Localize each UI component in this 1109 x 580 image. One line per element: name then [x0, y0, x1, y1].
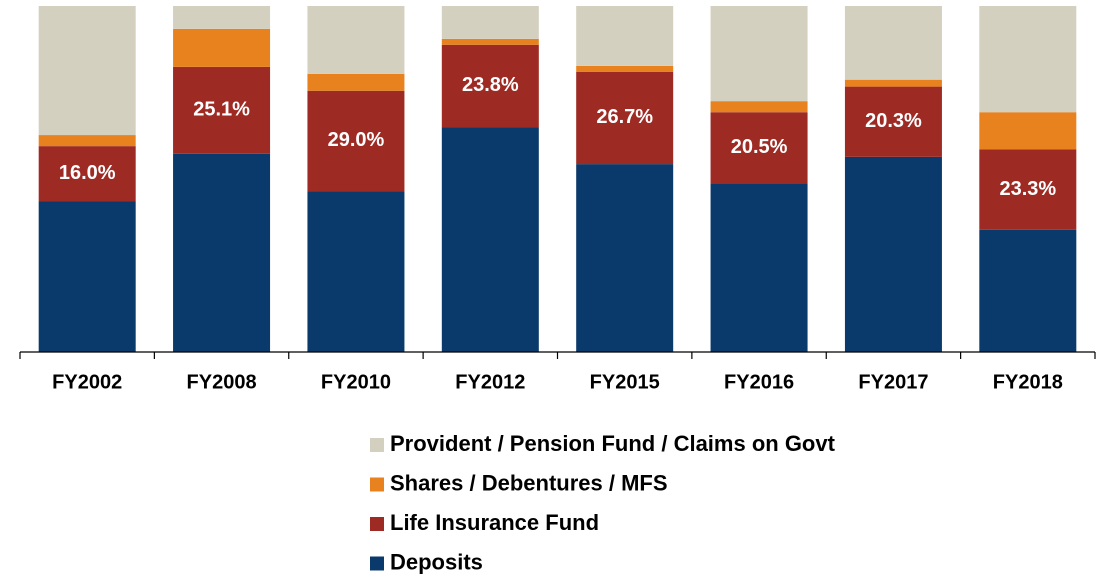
x-tick-label: FY2002 — [52, 371, 122, 393]
data-label: 20.3% — [865, 110, 922, 132]
data-label: 23.8% — [462, 74, 519, 96]
bar-segment — [710, 183, 808, 352]
bar-segment — [576, 65, 674, 72]
bar-segment — [441, 38, 539, 45]
legend-swatch — [370, 556, 384, 571]
bar-segment — [307, 73, 405, 91]
bar-segment — [441, 127, 539, 352]
bar-segment — [576, 164, 674, 352]
legend-label: Provident / Pension Fund / Claims on Gov… — [390, 431, 836, 456]
legend-label: Shares / Debentures / MFS — [390, 470, 668, 495]
x-tick-label: FY2012 — [455, 371, 525, 393]
x-tick-label: FY2017 — [858, 371, 928, 393]
data-label: 25.1% — [193, 99, 250, 121]
bar-segment — [38, 201, 136, 352]
data-label: 20.5% — [731, 136, 788, 158]
bar-segment — [710, 101, 808, 113]
bar-segment — [844, 156, 942, 352]
bar-segment — [38, 6, 136, 136]
bar-segment — [307, 90, 405, 192]
legend-swatch — [370, 517, 384, 531]
bar-segment — [173, 28, 271, 67]
data-label: 23.3% — [999, 178, 1056, 200]
bar-segment — [979, 112, 1077, 150]
legend-swatch — [370, 477, 384, 492]
bar-segment — [38, 135, 136, 147]
data-label: 16.0% — [59, 162, 116, 184]
bar-segment — [979, 6, 1077, 113]
bar-segment — [844, 6, 942, 80]
bar-segment — [576, 71, 674, 165]
data-label: 29.0% — [328, 129, 385, 151]
bar-segment — [441, 6, 539, 39]
bar-segment — [307, 191, 405, 352]
x-tick-label: FY2008 — [187, 371, 257, 393]
bar-segment — [307, 6, 405, 74]
x-tick-label: FY2018 — [993, 371, 1063, 393]
x-tick-label: FY2010 — [321, 371, 391, 393]
x-tick-label: FY2015 — [590, 371, 660, 393]
data-label: 26.7% — [596, 106, 653, 128]
bar-segment — [979, 149, 1077, 230]
bar-segment — [710, 112, 808, 184]
bar-segment — [173, 66, 271, 154]
bar-segment — [38, 146, 136, 202]
bar-segment — [844, 86, 942, 157]
x-tick-label: FY2016 — [724, 371, 794, 393]
legend-swatch — [370, 438, 384, 452]
bar-segment — [441, 44, 539, 128]
bar-segment — [576, 6, 674, 66]
bar-segment — [979, 229, 1077, 352]
bar-segment — [173, 153, 271, 352]
bar-segment — [844, 79, 942, 87]
bar-segment — [710, 6, 808, 102]
legend-label: Life Insurance Fund — [390, 510, 599, 535]
legend-label: Deposits — [390, 549, 483, 574]
bar-segment — [173, 6, 271, 29]
